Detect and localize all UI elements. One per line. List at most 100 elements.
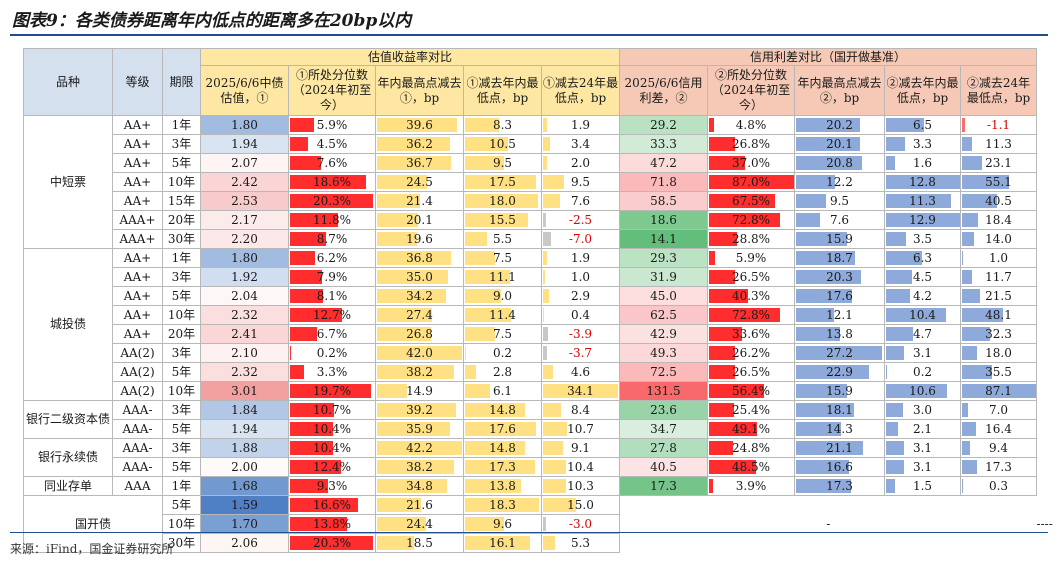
cell-s: 72.5 (619, 362, 708, 382)
term-cell: 5年 (162, 153, 201, 173)
cell-s: 31.9 (619, 267, 708, 287)
cell-value: 23.6 (650, 403, 677, 417)
value-bar (290, 422, 333, 436)
cell-s24: 87.1 (960, 381, 1037, 401)
cell-y24: 10.7 (541, 419, 620, 439)
value-bar (377, 479, 448, 493)
cell-yp: 7.9% (288, 267, 376, 287)
value-bar (962, 327, 990, 341)
value-bar (465, 251, 496, 265)
value-bar (796, 175, 835, 189)
value-bar (962, 251, 963, 265)
value-bar (796, 479, 851, 493)
cell-value: 18.4 (985, 213, 1012, 227)
cell-value: 1.9 (570, 251, 591, 265)
cell-value: 27.2 (826, 346, 853, 360)
value-bar (543, 384, 619, 398)
cell-value: 2.06 (231, 536, 258, 550)
cell-yl: 11.4 (463, 305, 542, 325)
cell-s24: -1.1 (960, 115, 1037, 135)
cell-value: 3.1 (912, 441, 933, 455)
cell-s24: 0.3 (960, 476, 1037, 496)
value-bar (377, 175, 427, 189)
value-bar (796, 118, 861, 132)
cell-s: 17.3 (619, 476, 708, 496)
cell-sl: 10.6 (884, 381, 961, 401)
footer-divider (10, 532, 1048, 533)
cell-value: 20.1 (406, 213, 433, 227)
grade-cell: AA+ (112, 248, 163, 268)
cell-s: 62.5 (619, 305, 708, 325)
cell-value: 49.1% (731, 422, 771, 436)
value-bar (543, 536, 555, 550)
value-bar (886, 175, 960, 189)
cell-sh: 20.3 (794, 267, 885, 287)
cell-value: 2.42 (231, 175, 258, 189)
cell-value: 26.5% (731, 365, 771, 379)
cell-y24: -7.0 (541, 229, 620, 249)
title-divider (10, 34, 1048, 36)
cell-value: 24.8% (731, 441, 771, 455)
cell-value: 21.6 (406, 498, 433, 512)
cell-value: 5.3 (570, 536, 591, 550)
group-name: 城投债 (23, 248, 113, 401)
value-bar (886, 213, 960, 227)
cell-s: 33.3 (619, 134, 708, 154)
cell-yl: 16.1 (463, 533, 542, 553)
cell-yp: 12.7% (288, 305, 376, 325)
table-row: AAA- 5年 1.94 10.4% 35.9 17.6 10.7 34.7 49.1% 14.3… (24, 419, 1053, 439)
grade-cell: AAA- (112, 400, 163, 420)
header-col-5: ①减去24年最低点，bp (541, 65, 620, 116)
value-bar (796, 365, 869, 379)
value-bar (465, 232, 488, 246)
cell-value: 1.92 (231, 270, 258, 284)
cell-value: 87.0% (731, 175, 771, 189)
cell-yl: 14.8 (463, 438, 542, 458)
cell-value: 25.4% (731, 403, 771, 417)
cell-y: 2.32 (200, 362, 289, 382)
value-bar (377, 346, 462, 360)
cell-value: 17.6 (489, 422, 516, 436)
value-bar (543, 498, 576, 512)
value-bar (796, 251, 856, 265)
cell-value: 39.2 (406, 403, 433, 417)
cell-yp: 7.6% (288, 153, 376, 173)
header-col-8: 年内最高点减去②，bp (794, 65, 885, 116)
cell-value: 9.5 (492, 156, 513, 170)
cell-value: 1.80 (231, 118, 258, 132)
cell-y24: 3.4 (541, 134, 620, 154)
group-name: 国开债 (23, 495, 163, 553)
cell-s24: 11.3 (960, 134, 1037, 154)
cell-value: 17.3 (650, 479, 677, 493)
value-bar (290, 175, 367, 189)
value-bar (886, 346, 904, 360)
value-bar (377, 460, 455, 474)
cell-value: 0.4 (570, 308, 591, 322)
cell-s24: 17.3 (960, 457, 1037, 477)
cell-value: 18.0 (489, 194, 516, 208)
cell-value: 12.8 (909, 175, 936, 189)
cell-value: 1.59 (231, 498, 258, 512)
value-bar (886, 232, 907, 246)
cell-y24: 10.4 (541, 457, 620, 477)
value-bar (465, 365, 477, 379)
cell-yl: 9.0 (463, 286, 542, 306)
value-bar (962, 289, 981, 303)
grade-cell: AA+ (112, 305, 163, 325)
value-bar (962, 232, 974, 246)
cell-s: 131.5 (619, 381, 708, 401)
cell-value: 14.8 (489, 441, 516, 455)
value-bar (465, 289, 502, 303)
cell-yh: 39.2 (375, 400, 464, 420)
grade-cell: AAA+ (112, 210, 163, 230)
group-name: 中短票 (23, 115, 113, 249)
value-bar (465, 175, 536, 189)
cell-value: 18.1 (826, 403, 853, 417)
cell-sl: 0.2 (884, 362, 961, 382)
cell-sh: 22.9 (794, 362, 885, 382)
cell-value: 4.7 (912, 327, 933, 341)
term-cell: 10年 (162, 514, 201, 534)
value-bar (709, 175, 794, 189)
cell-sp: 72.8% (707, 305, 795, 325)
cell-y: 2.42 (200, 172, 289, 192)
